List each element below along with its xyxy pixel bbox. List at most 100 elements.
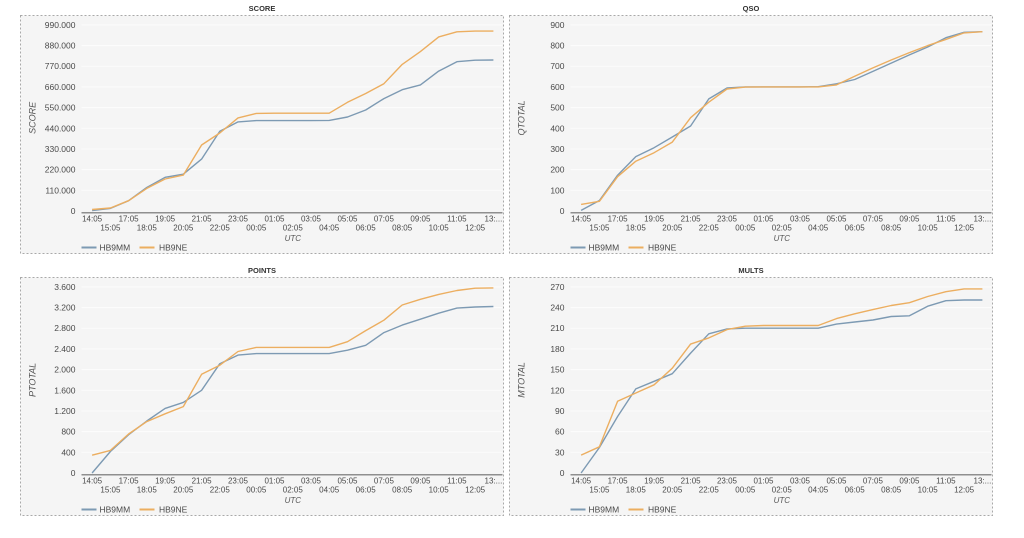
svg-text:700: 700: [550, 61, 564, 71]
svg-text:15:05: 15:05: [100, 486, 121, 495]
svg-text:90: 90: [555, 406, 565, 416]
svg-text:20:05: 20:05: [662, 224, 683, 233]
svg-text:05:05: 05:05: [337, 215, 358, 224]
svg-text:QTOTAL: QTOTAL: [517, 100, 527, 135]
svg-text:0: 0: [560, 468, 565, 478]
svg-text:17:05: 17:05: [119, 215, 140, 224]
svg-text:990.000: 990.000: [45, 20, 76, 30]
svg-text:900: 900: [550, 20, 564, 30]
svg-text:13:...: 13:...: [485, 477, 503, 486]
svg-text:0: 0: [71, 468, 76, 478]
svg-text:HB9MM: HB9MM: [100, 505, 131, 515]
svg-text:HB9MM: HB9MM: [589, 505, 620, 515]
svg-text:02:05: 02:05: [283, 486, 304, 495]
svg-text:14:05: 14:05: [571, 477, 592, 486]
svg-text:00:05: 00:05: [246, 224, 267, 233]
svg-text:1.600: 1.600: [54, 385, 76, 395]
svg-text:18:05: 18:05: [626, 224, 647, 233]
svg-text:08:05: 08:05: [881, 486, 902, 495]
svg-text:UTC: UTC: [285, 234, 302, 243]
svg-text:150: 150: [550, 365, 564, 375]
svg-text:12:05: 12:05: [465, 224, 486, 233]
svg-text:10:05: 10:05: [918, 224, 939, 233]
svg-text:30: 30: [555, 447, 565, 457]
svg-text:SCORE: SCORE: [249, 4, 276, 13]
svg-text:HB9NE: HB9NE: [648, 243, 677, 253]
svg-text:22:05: 22:05: [210, 224, 231, 233]
svg-text:400: 400: [61, 447, 75, 457]
svg-text:22:05: 22:05: [210, 486, 231, 495]
svg-text:330.000: 330.000: [45, 144, 76, 154]
svg-text:HB9MM: HB9MM: [589, 243, 620, 253]
svg-text:17:05: 17:05: [608, 477, 629, 486]
svg-text:03:05: 03:05: [301, 477, 322, 486]
svg-text:3.600: 3.600: [54, 282, 76, 292]
svg-text:120: 120: [550, 385, 564, 395]
svg-text:HB9NE: HB9NE: [159, 243, 188, 253]
svg-text:20:05: 20:05: [662, 486, 683, 495]
svg-text:03:05: 03:05: [790, 477, 811, 486]
svg-text:210: 210: [550, 323, 564, 333]
svg-text:07:05: 07:05: [863, 477, 884, 486]
svg-text:07:05: 07:05: [374, 215, 395, 224]
svg-text:13:...: 13:...: [485, 215, 503, 224]
svg-text:22:05: 22:05: [699, 486, 720, 495]
svg-text:09:05: 09:05: [410, 477, 431, 486]
svg-text:180: 180: [550, 344, 564, 354]
svg-text:HB9NE: HB9NE: [159, 505, 188, 515]
svg-text:07:05: 07:05: [863, 215, 884, 224]
svg-text:600: 600: [550, 82, 564, 92]
svg-text:09:05: 09:05: [899, 215, 920, 224]
svg-text:MULTS: MULTS: [738, 266, 763, 275]
svg-text:1.200: 1.200: [54, 406, 76, 416]
svg-text:05:05: 05:05: [826, 215, 847, 224]
svg-text:19:05: 19:05: [644, 477, 665, 486]
svg-text:11:05: 11:05: [936, 477, 956, 486]
svg-text:19:05: 19:05: [155, 215, 176, 224]
svg-text:19:05: 19:05: [644, 215, 665, 224]
svg-text:13:...: 13:...: [974, 215, 992, 224]
svg-text:UTC: UTC: [285, 496, 302, 505]
svg-text:01:05: 01:05: [264, 477, 285, 486]
svg-text:3.200: 3.200: [54, 303, 76, 313]
svg-text:00:05: 00:05: [246, 486, 267, 495]
svg-text:800: 800: [61, 427, 75, 437]
svg-text:14:05: 14:05: [571, 215, 592, 224]
svg-text:20:05: 20:05: [173, 224, 194, 233]
svg-text:60: 60: [555, 427, 565, 437]
svg-text:UTC: UTC: [774, 496, 791, 505]
svg-text:03:05: 03:05: [790, 215, 811, 224]
svg-text:0: 0: [71, 206, 76, 216]
svg-text:18:05: 18:05: [626, 486, 647, 495]
svg-text:11:05: 11:05: [936, 215, 956, 224]
svg-text:09:05: 09:05: [899, 477, 920, 486]
svg-text:0: 0: [560, 206, 565, 216]
svg-text:02:05: 02:05: [772, 224, 793, 233]
svg-text:HB9MM: HB9MM: [100, 243, 131, 253]
svg-text:2.400: 2.400: [54, 344, 76, 354]
svg-text:00:05: 00:05: [735, 224, 756, 233]
svg-text:400: 400: [550, 123, 564, 133]
svg-text:POINTS: POINTS: [248, 266, 276, 275]
svg-text:10:05: 10:05: [429, 486, 450, 495]
svg-text:14:05: 14:05: [82, 215, 103, 224]
svg-text:00:05: 00:05: [735, 486, 756, 495]
svg-text:08:05: 08:05: [881, 224, 902, 233]
svg-text:880.000: 880.000: [45, 41, 76, 51]
svg-text:15:05: 15:05: [100, 224, 121, 233]
svg-text:09:05: 09:05: [410, 215, 431, 224]
svg-text:02:05: 02:05: [283, 224, 304, 233]
svg-text:110.000: 110.000: [45, 185, 75, 195]
svg-text:100: 100: [550, 185, 564, 195]
svg-text:12:05: 12:05: [465, 486, 486, 495]
svg-text:10:05: 10:05: [429, 224, 450, 233]
svg-text:QSO: QSO: [743, 4, 760, 13]
svg-text:440.000: 440.000: [45, 123, 76, 133]
svg-text:550.000: 550.000: [45, 103, 76, 113]
svg-text:18:05: 18:05: [137, 486, 158, 495]
svg-text:01:05: 01:05: [264, 215, 285, 224]
svg-text:10:05: 10:05: [918, 486, 939, 495]
svg-text:06:05: 06:05: [356, 486, 377, 495]
svg-text:11:05: 11:05: [447, 477, 467, 486]
svg-text:270: 270: [550, 282, 564, 292]
